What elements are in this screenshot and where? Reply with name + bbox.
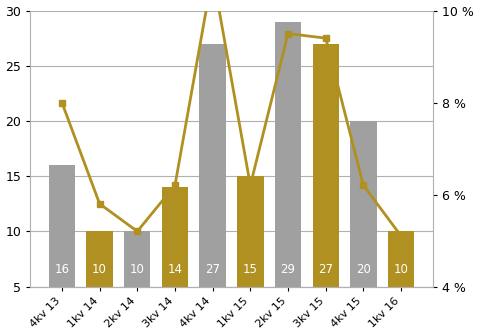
Bar	[49, 165, 75, 335]
Bar	[312, 44, 339, 335]
Bar	[388, 231, 414, 335]
Text: 15: 15	[243, 263, 258, 275]
Text: 10: 10	[394, 263, 409, 275]
Bar	[86, 231, 113, 335]
Text: 10: 10	[130, 263, 145, 275]
Text: 10: 10	[92, 263, 107, 275]
Bar	[275, 21, 301, 335]
Text: 20: 20	[356, 263, 371, 275]
Text: 27: 27	[205, 263, 220, 275]
Bar	[199, 44, 226, 335]
Bar	[162, 187, 188, 335]
Bar	[350, 121, 376, 335]
Text: 14: 14	[168, 263, 182, 275]
Bar	[237, 176, 263, 335]
Text: 27: 27	[318, 263, 333, 275]
Text: 16: 16	[55, 263, 69, 275]
Text: 29: 29	[281, 263, 296, 275]
Bar	[124, 231, 150, 335]
